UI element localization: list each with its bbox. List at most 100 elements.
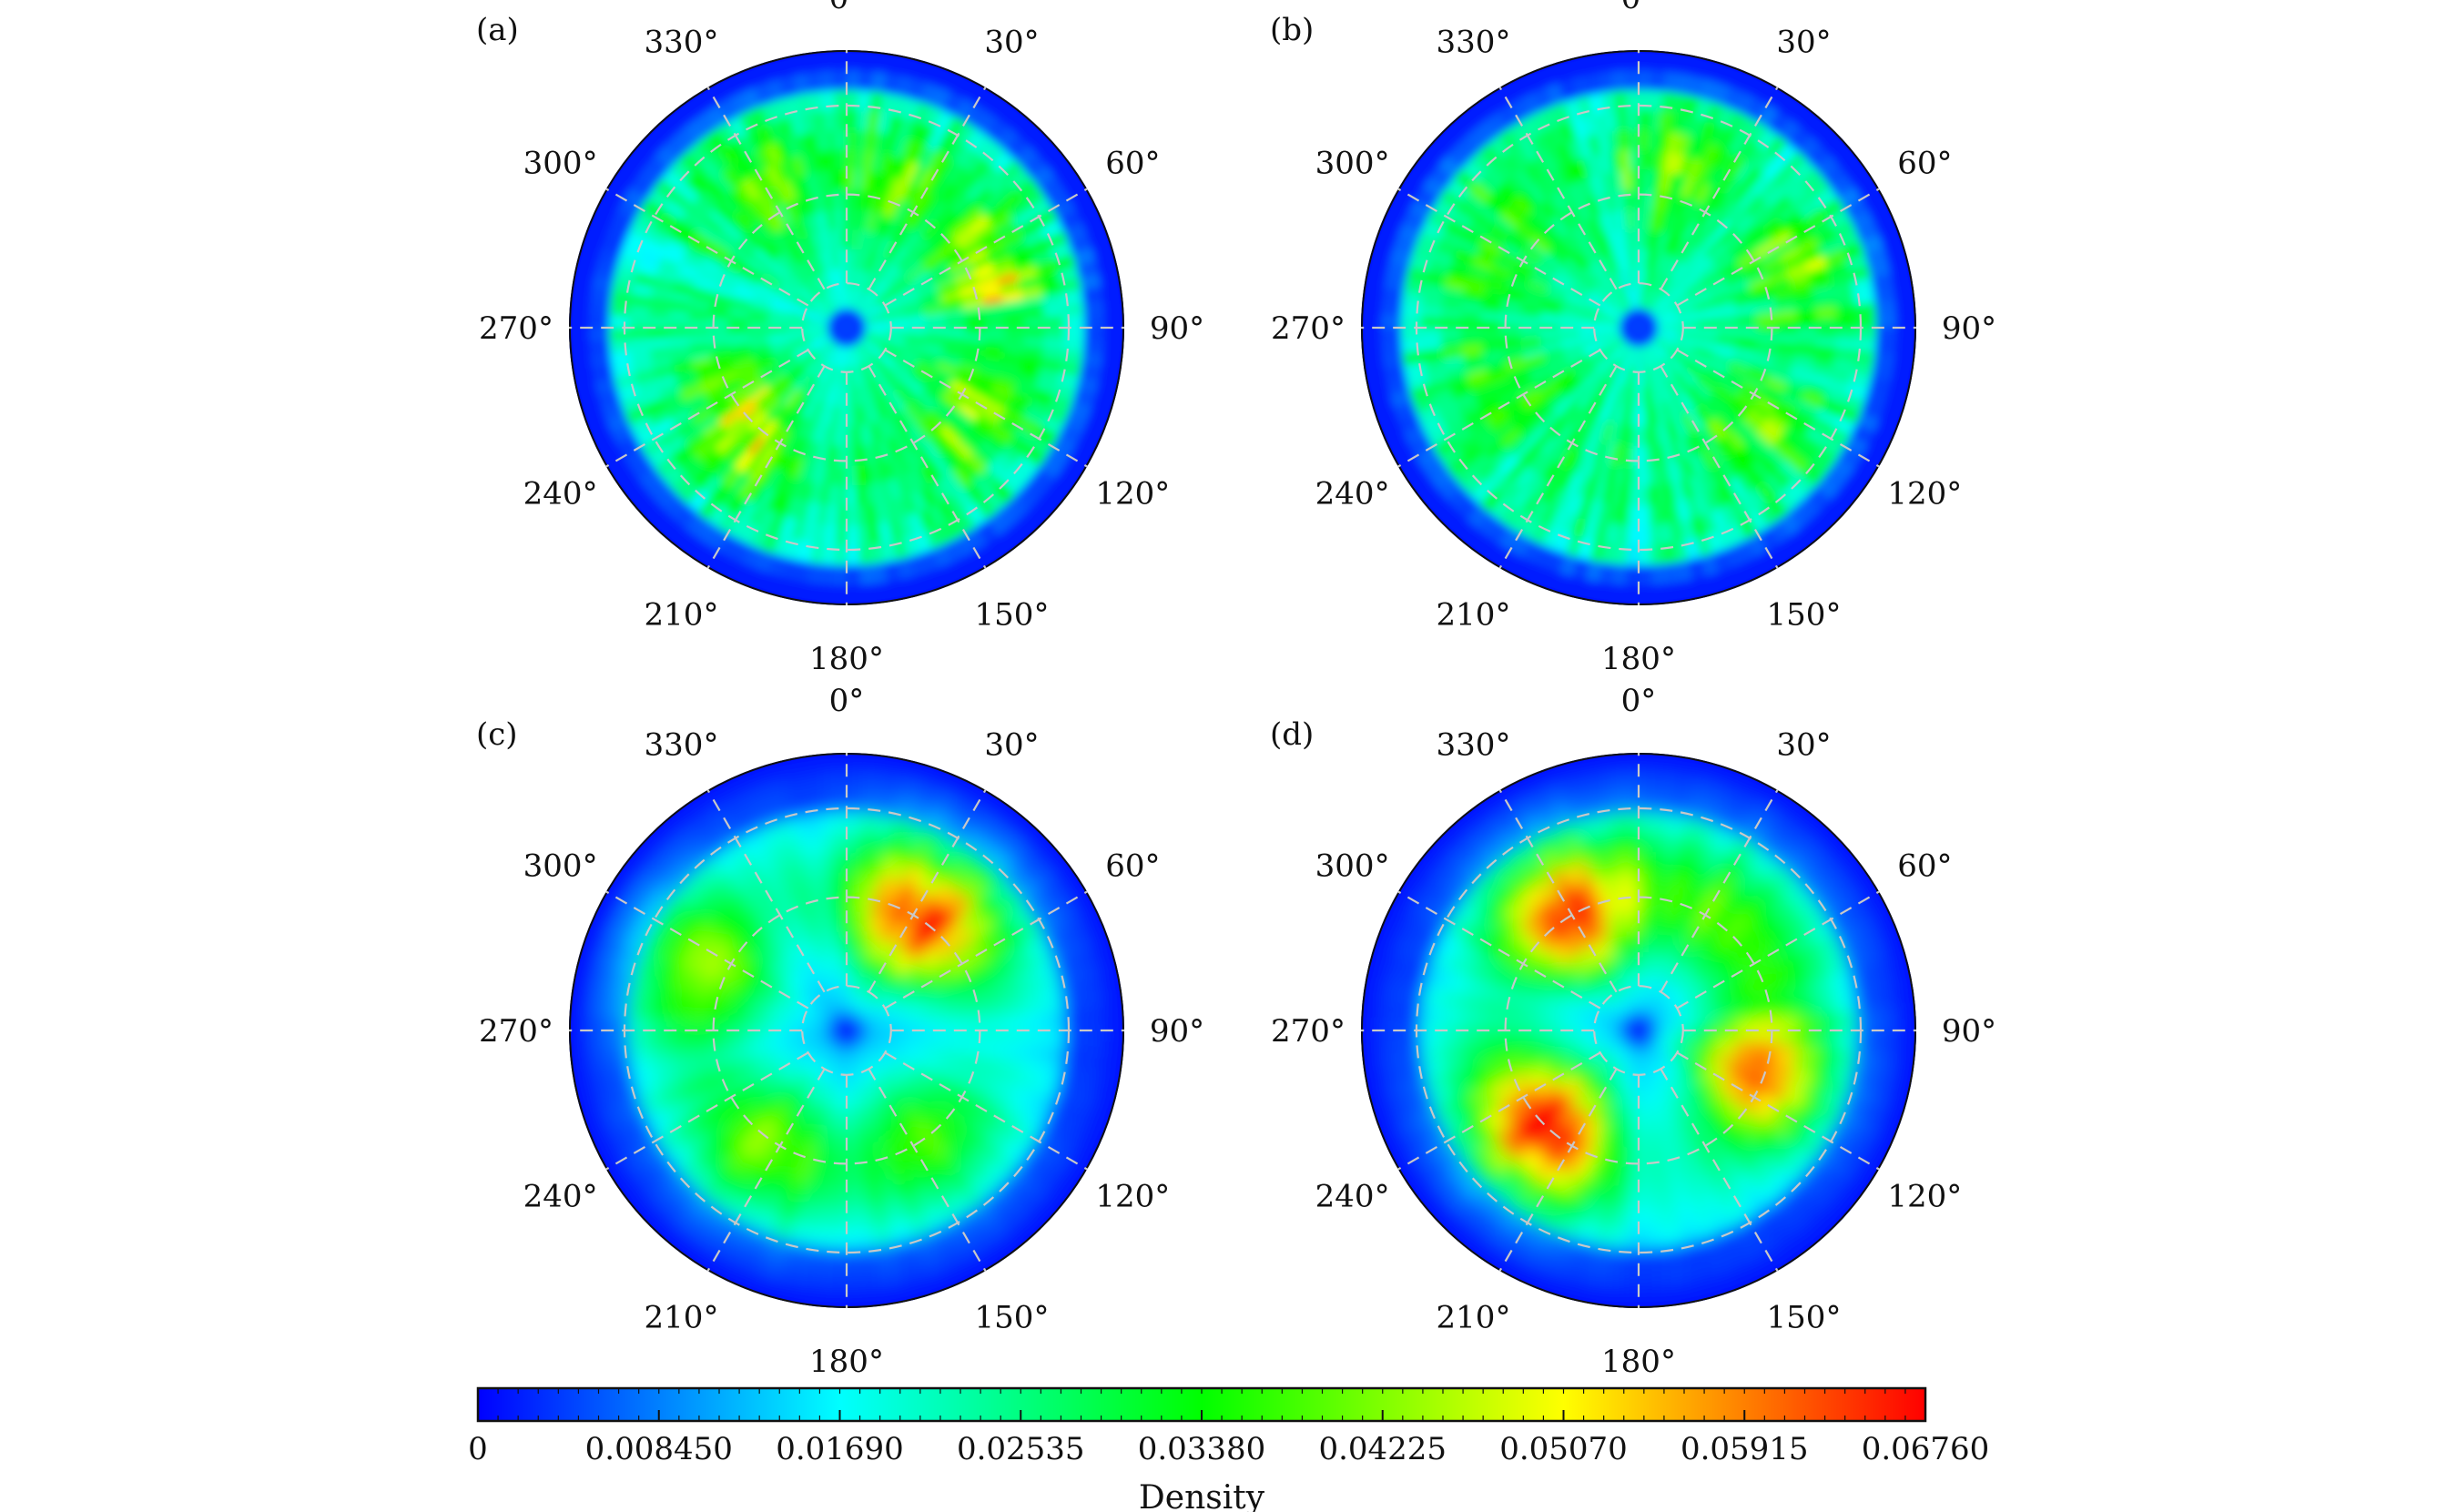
density-cell — [1043, 304, 1065, 319]
density-cell — [838, 168, 848, 190]
density-cell — [1638, 564, 1653, 586]
density-cell — [1082, 1002, 1105, 1019]
density-cell — [1003, 1010, 1026, 1023]
density-cell — [1419, 315, 1441, 329]
density-cell — [667, 335, 690, 348]
density-cell — [1479, 327, 1501, 337]
density-cell — [569, 340, 591, 358]
density-cell — [836, 1208, 848, 1230]
density-cell — [846, 1208, 858, 1230]
density-cell — [846, 1168, 856, 1190]
polar-panel: 0°30°60°90°120°150°180°210°240°270°300°3… — [1270, 0, 1996, 677]
density-cell — [1624, 69, 1640, 91]
density-cell — [1638, 525, 1651, 547]
density-cell — [1380, 340, 1403, 356]
density-cell — [834, 108, 848, 130]
density-cell — [838, 188, 848, 209]
density-cell — [1895, 312, 1916, 329]
density-cell — [827, 148, 839, 171]
density-cell — [588, 1016, 610, 1031]
density-cell — [846, 69, 861, 91]
density-cell — [859, 1286, 877, 1308]
polar-panel: 0°30°60°90°120°150°180°210°240°270°300°3… — [476, 683, 1204, 1380]
density-cell — [1836, 327, 1858, 340]
angle-tick-label: 0° — [829, 0, 865, 16]
grid-spoke — [868, 86, 987, 290]
density-cell — [846, 50, 862, 71]
angle-tick-label: 60° — [1897, 146, 1952, 182]
density-cell — [647, 336, 670, 350]
density-cell — [832, 564, 848, 586]
density-cell — [858, 563, 875, 586]
density-cell — [823, 109, 838, 131]
angle-tick-label: 210° — [645, 596, 719, 633]
density-cell — [1102, 1000, 1124, 1018]
density-cell — [667, 1020, 689, 1031]
density-cell — [1875, 313, 1897, 329]
density-cell — [1609, 583, 1626, 605]
density-cell — [858, 1266, 875, 1289]
density-cell — [837, 148, 848, 170]
density-cell — [667, 318, 689, 329]
density-cell — [1623, 50, 1640, 71]
density-cell — [1610, 69, 1627, 92]
density-cell — [1874, 299, 1897, 316]
density-cell — [1796, 318, 1818, 329]
angle-tick-label: 270° — [479, 310, 553, 347]
density-cell — [1102, 340, 1124, 358]
density-cell — [1361, 312, 1382, 329]
density-cell — [588, 340, 611, 356]
density-cell — [817, 50, 834, 72]
polar-panel: 0°30°60°90°120°150°180°210°240°270°300°3… — [476, 0, 1204, 677]
density-cell — [569, 1015, 590, 1031]
density-cell — [846, 128, 858, 150]
density-cell — [1003, 308, 1026, 320]
density-cell — [1400, 327, 1422, 341]
density-cell — [1609, 50, 1626, 72]
density-cell — [687, 334, 709, 345]
density-cell — [1796, 327, 1818, 338]
density-cell — [1082, 299, 1105, 316]
density-cell — [846, 831, 858, 853]
density-cell — [667, 327, 689, 338]
density-cell — [706, 1030, 728, 1039]
density-cell — [984, 1021, 1006, 1031]
panel-label: (a) — [476, 12, 519, 48]
density-cell — [1083, 313, 1105, 329]
density-cell — [1651, 50, 1669, 72]
density-cell — [1638, 505, 1650, 527]
density-cell — [853, 1168, 864, 1190]
density-cell — [1498, 327, 1520, 336]
density-cell — [1626, 108, 1640, 130]
density-cell — [846, 148, 857, 170]
density-cell — [588, 1042, 611, 1059]
density-cell — [1004, 318, 1026, 329]
density-cell — [1638, 148, 1649, 170]
density-cell — [855, 1207, 868, 1230]
density-cell — [984, 319, 1006, 329]
density-cell — [608, 1030, 630, 1044]
density-cell — [1103, 1030, 1124, 1046]
density-cell — [1024, 1020, 1046, 1031]
grid-spoke — [1676, 188, 1880, 307]
density-cell — [837, 485, 848, 507]
density-cell — [1894, 340, 1916, 358]
density-cell — [608, 327, 630, 341]
density-cell — [1044, 1018, 1066, 1031]
density-cell — [1638, 485, 1649, 507]
grid-spoke — [1660, 86, 1779, 290]
density-cell — [687, 1030, 709, 1040]
density-cell — [834, 1228, 848, 1250]
density-cell — [1651, 583, 1669, 605]
density-cell — [1361, 298, 1383, 315]
grid-spoke — [605, 349, 809, 468]
density-cell — [1380, 313, 1402, 329]
density-cell — [1420, 337, 1442, 351]
density-cell — [1873, 287, 1896, 304]
density-cell — [569, 1000, 591, 1018]
density-cell — [1598, 70, 1615, 94]
density-cell — [1629, 148, 1640, 170]
density-cell — [628, 337, 650, 351]
angle-tick-label: 300° — [523, 146, 598, 182]
density-cell — [853, 465, 864, 487]
